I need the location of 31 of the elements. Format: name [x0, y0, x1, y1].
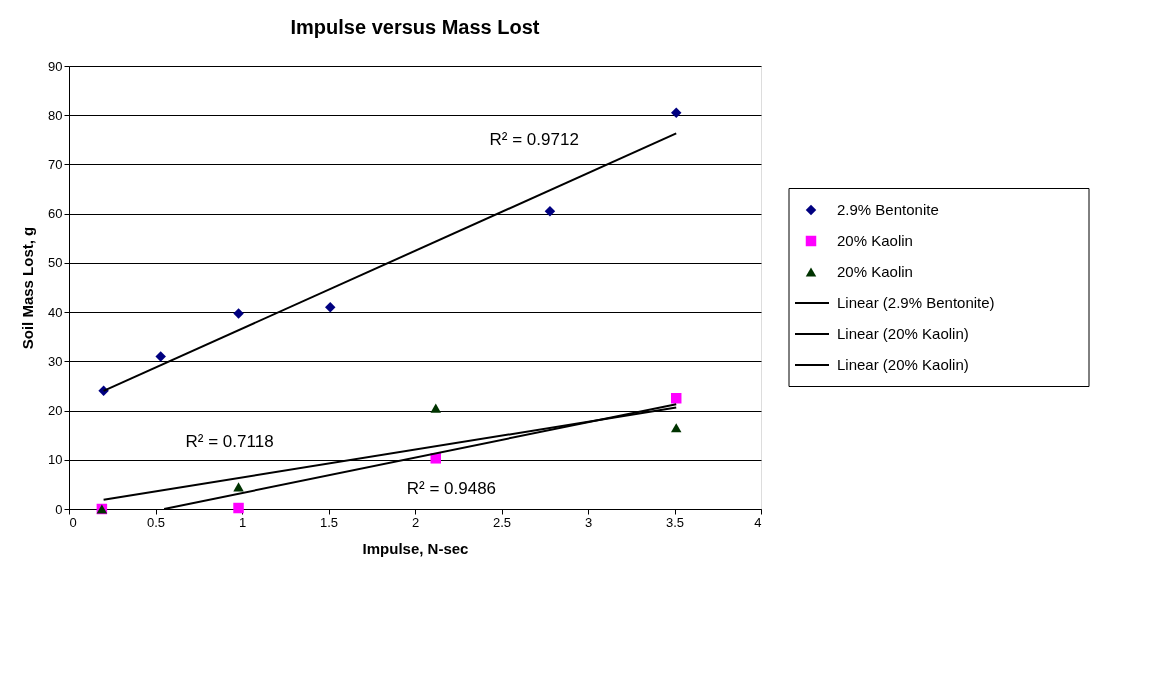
legend-label: 20% Kaolin [837, 232, 913, 249]
legend-label: 20% Kaolin [837, 263, 913, 280]
legend-label: Linear (2.9% Bentonite) [837, 294, 995, 311]
legend-label: 2.9% Bentonite [837, 201, 939, 218]
y-tick-label: 80 [48, 107, 63, 123]
y-axis-title: Soil Mass Lost, g [19, 226, 37, 350]
x-tick-label: 2 [411, 514, 420, 530]
x-tick-label: 3.5 [665, 514, 685, 530]
x-tick-label: 2.5 [492, 514, 512, 530]
y-tick-label: 20 [48, 403, 63, 419]
legend-label: Linear (20% Kaolin) [837, 356, 969, 373]
x-tick-label: 4 [754, 514, 762, 530]
y-tick-label: 0 [55, 501, 63, 517]
y-tick-label: 70 [48, 156, 63, 172]
annotation: R² = 0.9486 [406, 479, 497, 499]
chart-title: Impulse versus Mass Lost [290, 16, 540, 38]
y-tick-label: 90 [48, 58, 63, 74]
x-tick-label: 1.5 [319, 514, 339, 530]
y-tick-label: 50 [48, 255, 63, 271]
annotation: R² = 0.7118 [185, 432, 274, 452]
x-axis-title: Impulse, N-sec [362, 539, 469, 557]
x-tick-label: 0 [69, 514, 77, 530]
y-tick-label: 60 [48, 206, 63, 222]
x-tick-label: 1 [238, 514, 247, 530]
y-tick-label: 10 [48, 452, 63, 468]
y-tick-label: 30 [48, 353, 63, 369]
x-tick-label: 0.5 [146, 514, 166, 530]
legend-label: Linear (20% Kaolin) [837, 325, 969, 342]
x-tick-label: 3 [584, 514, 593, 530]
annotation: R² = 0.9712 [489, 130, 579, 150]
y-tick-label: 40 [48, 304, 63, 320]
